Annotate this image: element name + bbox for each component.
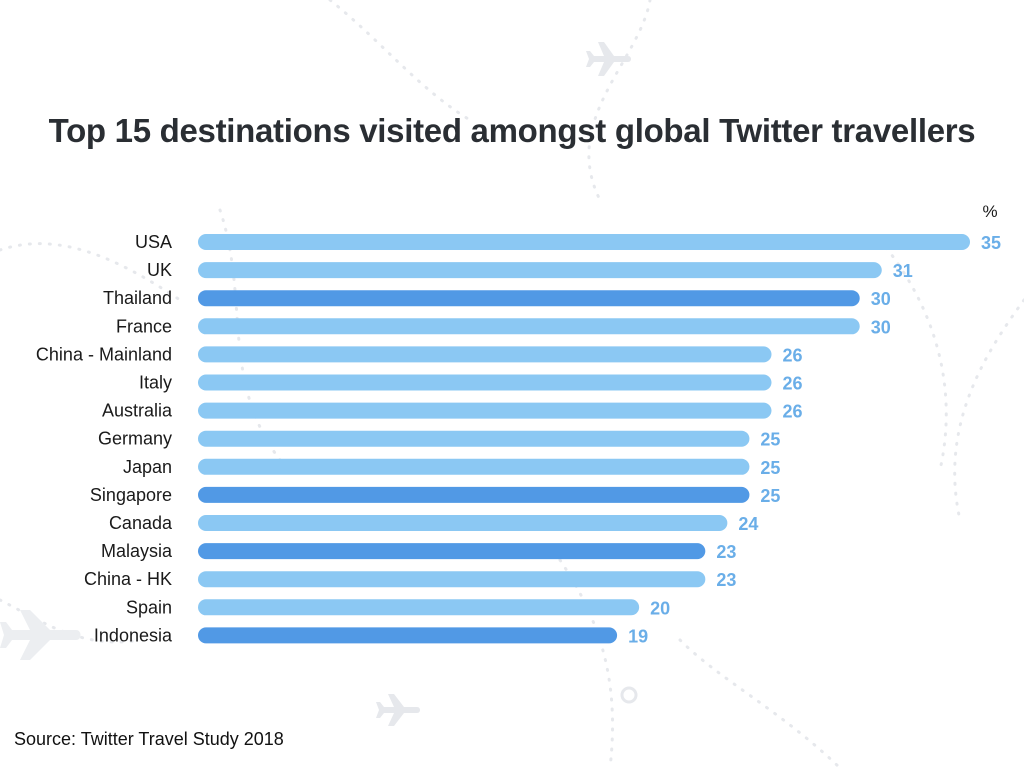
bar	[198, 627, 618, 644]
value-label: 31	[893, 261, 913, 281]
bar	[198, 262, 882, 279]
value-label: 23	[716, 570, 736, 590]
value-label: 30	[871, 317, 891, 337]
category-label: Canada	[109, 513, 173, 533]
value-label: 24	[738, 514, 758, 534]
category-label: USA	[135, 232, 172, 252]
value-label: 35	[981, 233, 1001, 253]
bar	[198, 346, 772, 363]
category-label: Spain	[126, 597, 172, 617]
source-note: Source: Twitter Travel Study 2018	[14, 729, 284, 749]
airplane-icon	[586, 42, 631, 76]
category-label: Australia	[102, 401, 173, 421]
category-label: Italy	[139, 373, 172, 393]
category-label: Malaysia	[101, 541, 173, 561]
bar	[198, 515, 728, 531]
bar	[198, 571, 706, 588]
value-label: 26	[782, 402, 802, 422]
value-label: 25	[760, 430, 780, 450]
category-label: France	[116, 316, 172, 336]
bar	[198, 599, 640, 616]
bar	[198, 458, 750, 475]
bar	[198, 430, 750, 447]
unit-label: %	[982, 202, 997, 221]
bar	[198, 486, 750, 503]
category-label: China - HK	[84, 569, 172, 589]
category-label: Indonesia	[94, 625, 173, 645]
airplane-icon	[0, 610, 81, 660]
value-label: 20	[650, 598, 670, 618]
bars-group: USA 35 UK 31 Thailand 30 France 30 China - Mainl…	[36, 232, 1001, 646]
value-label: 23	[716, 542, 736, 562]
bar	[198, 234, 970, 250]
value-label: 19	[628, 626, 648, 646]
category-label: China - Mainland	[36, 344, 172, 364]
chart-title: Top 15 destinations visited amongst glob…	[48, 112, 976, 149]
category-label: Thailand	[103, 288, 172, 308]
value-label: 25	[760, 486, 780, 506]
bar	[198, 290, 860, 307]
bar	[198, 374, 772, 391]
category-label: Singapore	[90, 485, 172, 505]
category-label: UK	[147, 260, 172, 280]
bar	[198, 402, 772, 419]
value-label: 30	[871, 289, 891, 309]
category-label: Japan	[123, 457, 172, 477]
bar	[198, 318, 860, 335]
value-label: 26	[782, 374, 802, 394]
value-label: 26	[782, 345, 802, 365]
airplane-icon	[376, 694, 420, 726]
bar	[198, 543, 706, 560]
value-label: 25	[760, 458, 780, 478]
map-pin-icon	[620, 686, 638, 704]
category-label: Germany	[98, 429, 172, 449]
